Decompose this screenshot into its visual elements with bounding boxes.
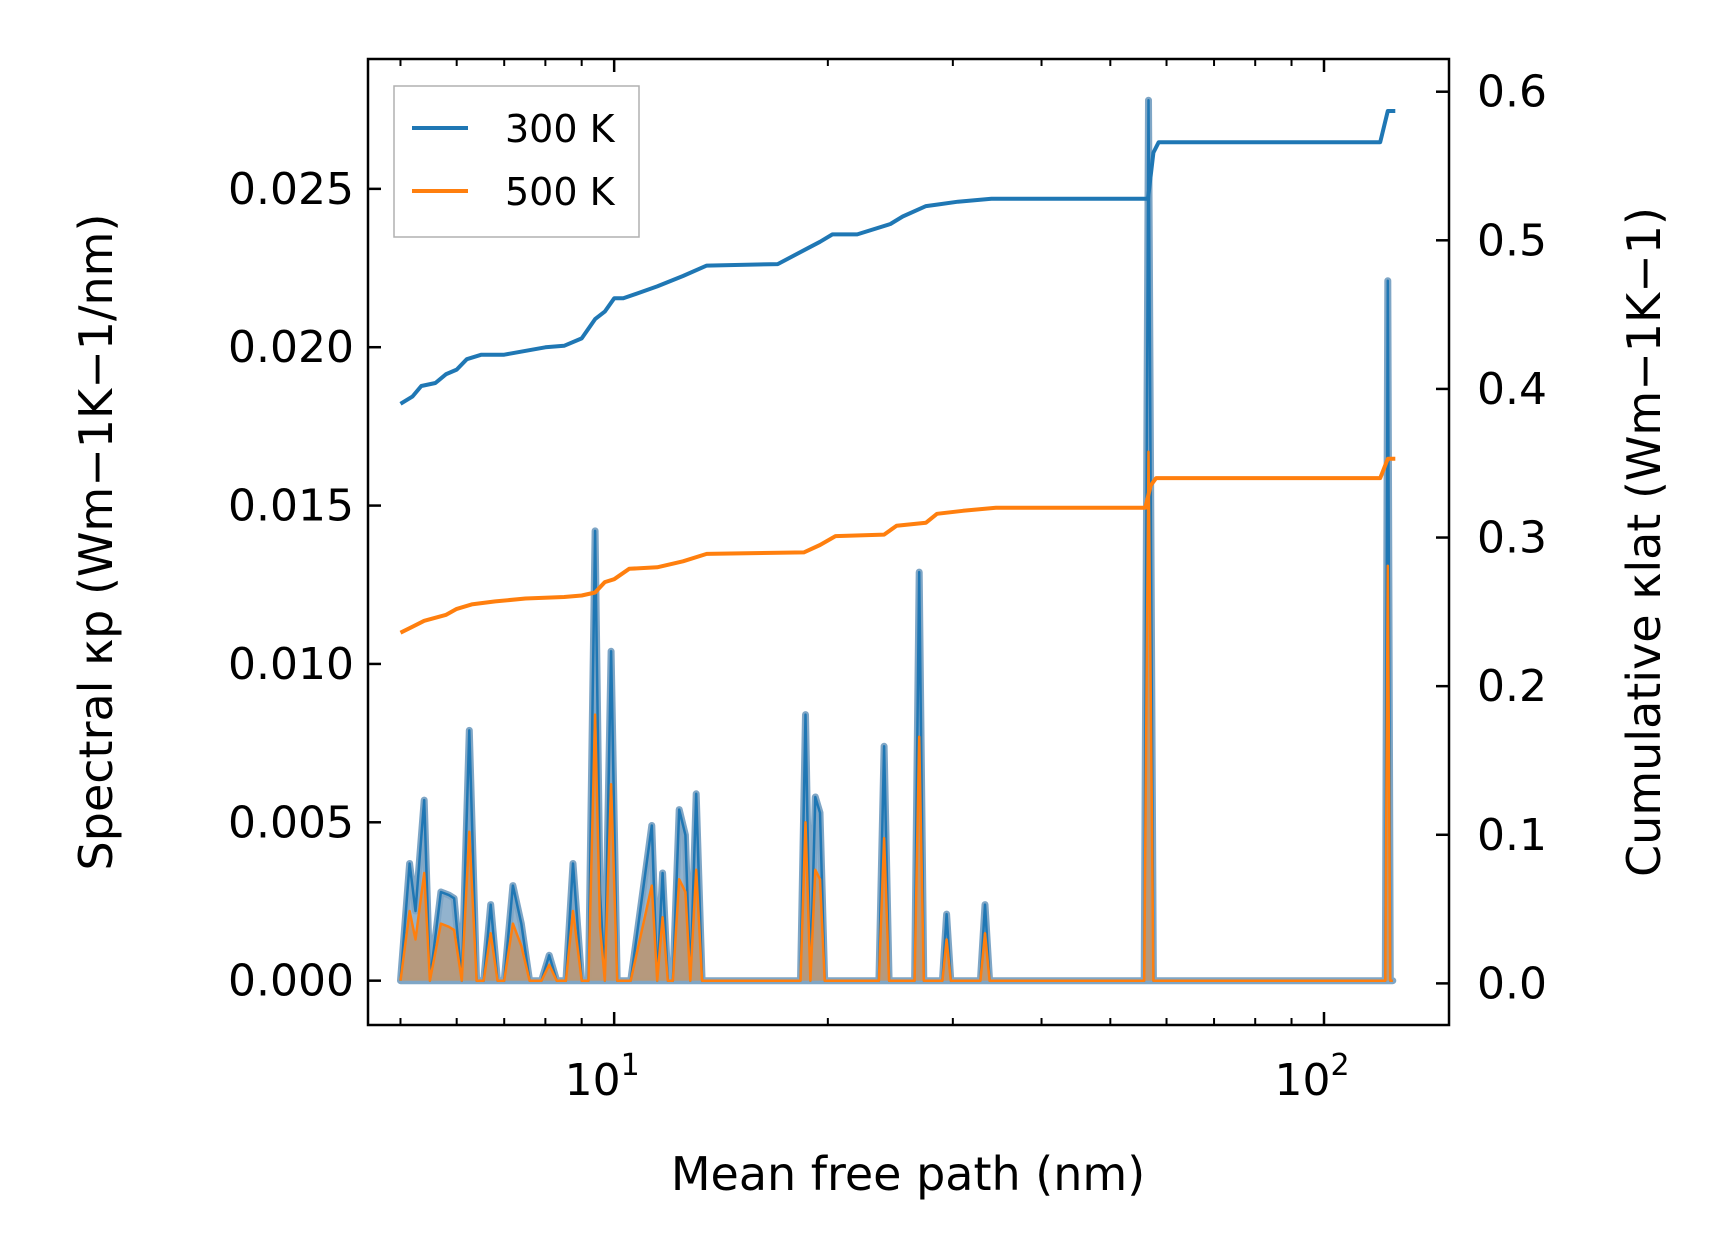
x-tick-label: 101 — [565, 1048, 640, 1106]
legend-label-500k: 500 K — [505, 170, 616, 214]
spectral-line-500k — [399, 450, 1393, 982]
cumulative-line-300k — [399, 109, 1396, 406]
y-right-tick-label: 0.6 — [1477, 67, 1547, 118]
y-left-tick-label: 0.010 — [228, 639, 354, 690]
cumulative-series-group — [399, 109, 1396, 635]
y-right-tick-label: 0.5 — [1477, 215, 1547, 266]
spectral-area-500k — [400, 451, 1393, 981]
x-tick-label-exponent: 2 — [1330, 1048, 1349, 1083]
x-tick-label: 102 — [1274, 1048, 1349, 1106]
y-left-tick-label: 0.025 — [228, 164, 354, 215]
x-tick-label-exponent: 1 — [621, 1048, 640, 1083]
y-left-tick-label: 0.015 — [228, 481, 354, 532]
y-axis-label-left: Spectral κp (Wm−1K−1/nm) — [69, 214, 123, 871]
legend-label-300k: 300 K — [505, 107, 616, 151]
y-right-tick-label: 0.1 — [1477, 810, 1547, 861]
y-right-tick-label: 0.2 — [1477, 661, 1547, 712]
y-left-tick-label: 0.000 — [228, 956, 354, 1007]
legend-box — [393, 85, 640, 238]
y-left-tick-label: 0.005 — [228, 797, 354, 848]
y-left-tick-label: 0.020 — [228, 322, 354, 373]
legend: 300 K 500 K — [393, 85, 640, 238]
y-right-tick-label: 0.0 — [1477, 958, 1547, 1009]
cumulative-line-500k — [399, 456, 1396, 635]
spectral-series-group — [397, 96, 1397, 985]
y-right-tick-label: 0.4 — [1477, 364, 1547, 415]
y-axis-label-right: Cumulative κlat (Wm−1K−1) — [1617, 207, 1671, 877]
y-right-tick-label: 0.3 — [1477, 513, 1547, 564]
x-axis-label: Mean free path (nm) — [671, 1147, 1145, 1201]
plot-frame — [366, 57, 1451, 1027]
